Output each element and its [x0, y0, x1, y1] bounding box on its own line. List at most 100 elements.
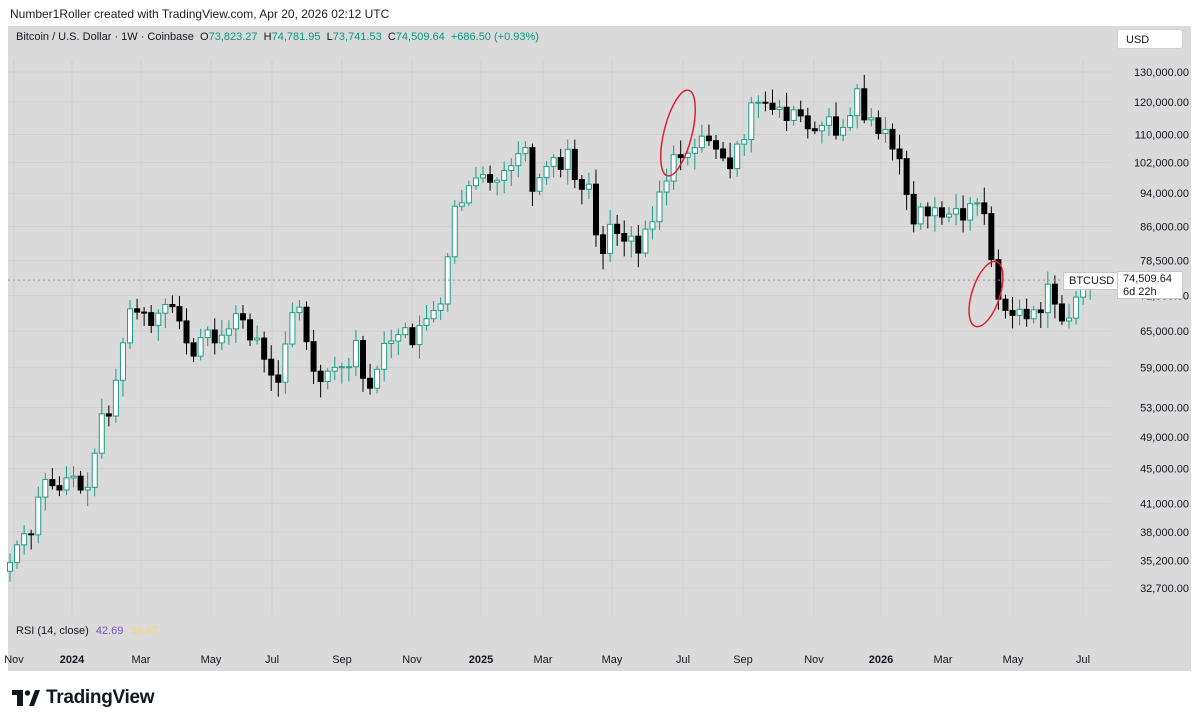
candle-body — [430, 309, 437, 320]
y-tick-label: 35,200.00 — [1140, 555, 1189, 567]
candle-body — [698, 135, 705, 149]
high-value: 74,781.95 — [271, 31, 321, 43]
x-tick-label: 2024 — [60, 654, 85, 666]
candle-body — [825, 116, 832, 126]
candle-up — [345, 357, 352, 382]
candle-body — [112, 379, 119, 417]
candle-body — [931, 207, 938, 217]
candle-down — [247, 313, 254, 347]
candle-up — [155, 309, 162, 341]
candle-body — [635, 235, 642, 254]
candle-down — [861, 74, 868, 124]
candle-down — [134, 298, 141, 320]
candle-up — [430, 301, 437, 323]
candle-down — [56, 476, 63, 497]
candle-body — [734, 143, 741, 170]
candle-body — [1023, 308, 1030, 320]
candle-up — [847, 107, 854, 131]
candle-up — [642, 220, 649, 258]
candle-up — [1044, 271, 1051, 329]
candle-body — [910, 193, 917, 225]
candle-up — [112, 368, 119, 423]
candle-body — [1009, 309, 1016, 316]
candle-up — [931, 197, 938, 232]
candle-body — [938, 207, 945, 218]
candle-up — [734, 140, 741, 177]
change-value: +686.50 (+0.93%) — [450, 31, 539, 43]
candle-down — [727, 142, 734, 179]
x-tick-label: Jul — [1076, 654, 1090, 666]
candle-down — [960, 195, 967, 233]
candle-down — [1023, 298, 1030, 327]
candle-down — [705, 124, 712, 146]
candle-body — [515, 153, 522, 167]
candle-up — [296, 300, 303, 321]
candle-body — [197, 337, 204, 357]
candle-body — [1044, 283, 1051, 314]
candle-body — [748, 102, 755, 141]
x-tick-label: Nov — [4, 654, 24, 666]
candle-down — [409, 323, 416, 348]
candle-body — [889, 128, 896, 150]
currency-button[interactable]: USD — [1117, 29, 1183, 49]
high-label: H — [263, 31, 272, 43]
candle-body — [670, 154, 677, 182]
candle-body — [70, 475, 77, 479]
candle-body — [261, 337, 268, 360]
y-axis: 130,000.00 120,000.00 110,000.00 102,000.00… — [1134, 67, 1189, 595]
candle-up — [225, 320, 232, 345]
candle-down — [614, 214, 621, 246]
x-tick-label: 2026 — [869, 654, 893, 666]
candle-body — [840, 126, 847, 136]
tradingview-mark-icon — [12, 690, 40, 706]
candle-up — [352, 329, 359, 376]
candle-body — [338, 366, 345, 369]
candle-up — [444, 252, 451, 312]
candle-up — [218, 320, 225, 351]
candle-down — [105, 405, 112, 427]
candle-body — [790, 109, 797, 121]
candle-down — [910, 181, 917, 233]
candle-up — [543, 160, 550, 185]
candle-body — [960, 208, 967, 221]
candle-body — [974, 202, 981, 205]
candle-up — [755, 95, 762, 119]
candle-body — [409, 327, 416, 346]
candle-up — [127, 300, 134, 349]
candle-body — [169, 304, 176, 308]
x-tick-label: Sep — [733, 654, 753, 666]
candle-up — [197, 328, 204, 361]
candle-down — [875, 110, 882, 140]
candle-down — [592, 169, 599, 247]
y-tick-label: 120,000.00 — [1134, 97, 1189, 109]
candle-body — [211, 329, 218, 344]
candle-up — [691, 138, 698, 170]
candle-down — [797, 100, 804, 123]
candle-body — [600, 234, 607, 255]
candle-down — [49, 468, 56, 490]
candle-up — [698, 124, 705, 153]
chart-annotations — [8, 89, 1111, 328]
candle-down — [1051, 275, 1058, 319]
candle-body — [21, 533, 28, 546]
candle-up — [585, 172, 592, 199]
rsi-label: RSI (14, close) — [16, 625, 89, 637]
candle-body — [663, 180, 670, 193]
candle-body — [176, 306, 183, 322]
chart-frame[interactable] — [8, 26, 1191, 671]
candle-down — [571, 139, 578, 189]
rsi-legend[interactable]: RSI (14, close) 42.69 34.67 — [16, 625, 158, 637]
current-price-tag: 74,509.64 6d 22h — [1117, 271, 1183, 299]
candle-down — [903, 150, 910, 211]
candle-body — [571, 148, 578, 181]
candle-body — [1030, 309, 1037, 320]
candle-up — [7, 553, 13, 582]
candle-up — [232, 305, 239, 344]
candle-up — [21, 525, 28, 555]
close-label: C — [387, 31, 396, 43]
x-tick-label: Mar — [132, 654, 151, 666]
candle-up — [748, 96, 755, 153]
rsi-value: 42.69 — [95, 625, 124, 637]
highlight-ellipse — [968, 260, 1004, 328]
